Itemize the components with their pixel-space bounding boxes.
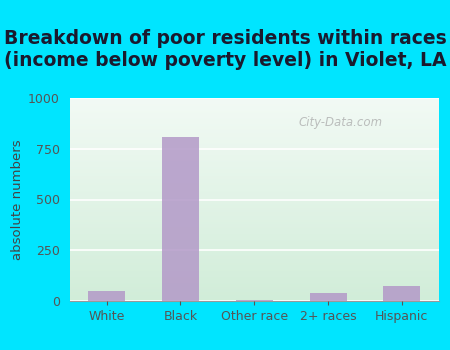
Text: City-Data.com: City-Data.com [298,116,382,129]
Bar [236,300,273,301]
Bar [383,286,420,301]
Text: Breakdown of poor residents within races
(income below poverty level) in Violet,: Breakdown of poor residents within races… [4,29,446,70]
Y-axis label: absolute numbers: absolute numbers [11,139,24,260]
Bar [88,291,125,301]
Bar [310,293,346,301]
Bar [162,136,199,301]
